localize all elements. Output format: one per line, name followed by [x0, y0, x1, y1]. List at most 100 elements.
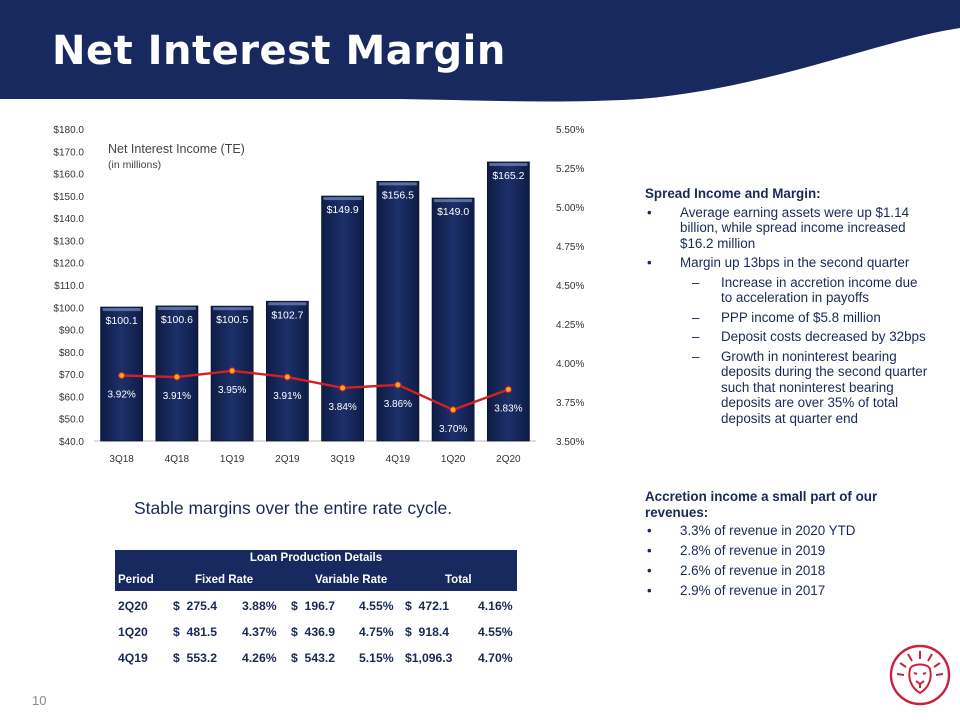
cell-total-amount: $ 918.4	[405, 625, 450, 639]
margin-line	[121, 369, 509, 412]
accretion-heading: Accretion income a small part of our rev…	[645, 489, 878, 520]
accretion-item: 2.9% of revenue in 2017	[645, 583, 935, 599]
stable-margins-note: Stable margins over the entire rate cycl…	[134, 498, 453, 518]
y-tick-label: $150.0	[53, 192, 84, 203]
chart-subtitle: (in millions)	[108, 159, 161, 171]
y2-tick-label: 4.25%	[556, 320, 584, 331]
cell-total-rate: 4.55%	[478, 625, 513, 639]
accretion-item: 2.8% of revenue in 2019	[645, 543, 935, 559]
y2-tick-label: 3.75%	[556, 398, 584, 409]
y2-tick-label: 5.00%	[556, 203, 584, 214]
margin-point	[504, 386, 512, 394]
col-fixed-rate: Fixed Rate	[195, 574, 254, 586]
bar	[265, 300, 309, 442]
cell-variable-rate: 5.15%	[359, 651, 394, 665]
header-band	[0, 0, 960, 102]
page-number: 10	[32, 693, 47, 708]
margin-value-label: 3.91%	[273, 391, 301, 402]
slide-title: Net Interest Margin	[52, 28, 506, 74]
cell-total-amount: $1,096.3	[405, 651, 453, 665]
y2-tick-label: 4.75%	[556, 242, 584, 253]
x-tick-label: 1Q20	[441, 454, 466, 465]
col-variable-rate: Variable Rate	[315, 574, 388, 586]
bar-value-label: $149.9	[327, 204, 359, 216]
y-tick-label: $100.0	[53, 303, 84, 314]
y-tick-label: $60.0	[59, 392, 84, 403]
margin-point	[118, 371, 126, 379]
cell-fixed-amount: $ 275.4	[173, 599, 218, 613]
cell-period: 2Q20	[118, 599, 148, 613]
table-row: 2Q20 $ 275.4 3.88% $ 196.7 4.55% $ 472.1…	[115, 591, 517, 617]
y2-tick-label: 4.50%	[556, 281, 584, 292]
spread-sub-bullet: PPP income of $5.8 million	[645, 310, 935, 326]
y-tick-label: $140.0	[53, 214, 84, 225]
y-tick-label: $80.0	[59, 348, 84, 359]
x-tick-label: 2Q19	[275, 454, 300, 465]
spread-bullet: Margin up 13bps in the second quarter	[645, 255, 935, 271]
cell-fixed-rate: 3.88%	[242, 599, 277, 613]
y-tick-label: $120.0	[53, 259, 84, 270]
x-tick-label: 1Q19	[220, 454, 245, 465]
margin-value-label: 3.91%	[163, 391, 191, 402]
cell-total-rate: 4.16%	[478, 599, 513, 613]
spread-income-panel: Spread Income and Margin: Average earnin…	[645, 186, 935, 430]
y2-tick-label: 5.25%	[556, 164, 584, 175]
y2-tick-label: 3.50%	[556, 437, 584, 448]
bar-value-label: $165.2	[492, 170, 524, 182]
bar-value-label: $100.5	[216, 314, 248, 326]
bar	[376, 180, 420, 442]
cell-variable-amount: $ 436.9	[291, 625, 336, 639]
margin-point	[449, 406, 457, 414]
y2-tick-label: 5.50%	[556, 125, 584, 136]
margin-value-label: 3.92%	[107, 389, 135, 400]
margin-value-label: 3.70%	[439, 424, 467, 435]
margin-value-label: 3.84%	[328, 402, 356, 413]
spread-sub-bullet: Deposit costs decreased by 32bps	[645, 329, 935, 345]
spread-bullet: Average earning assets were up $1.14 bil…	[645, 205, 935, 252]
bar-highlight	[157, 306, 196, 310]
y-tick-label: $70.0	[59, 370, 84, 381]
bar-value-label: $156.5	[382, 189, 414, 201]
cell-fixed-rate: 4.26%	[242, 651, 277, 665]
col-period: Period	[118, 574, 154, 586]
accretion-item: 3.3% of revenue in 2020 YTD	[645, 523, 935, 539]
y-tick-label: $90.0	[59, 326, 84, 337]
margin-value-label: 3.86%	[384, 399, 412, 410]
bar-value-label: $100.1	[106, 315, 138, 327]
cell-period: 1Q20	[118, 625, 148, 639]
loan-table-caption: Loan Production Details	[249, 552, 383, 564]
bar-value-label: $149.0	[437, 206, 469, 218]
bar	[431, 197, 475, 442]
x-tick-label: 4Q18	[165, 454, 190, 465]
cell-fixed-amount: $ 481.5	[173, 625, 218, 639]
margin-point	[339, 384, 347, 392]
y-tick-label: $180.0	[53, 125, 84, 136]
bar	[155, 305, 199, 442]
spread-sub-bullet: Growth in noninterest bearing deposits d…	[645, 349, 935, 427]
cell-variable-amount: $ 196.7	[291, 599, 336, 613]
margin-point	[173, 373, 181, 381]
y-tick-label: $160.0	[53, 170, 84, 181]
loan-production-table: Loan Production Details Period Fixed Rat…	[115, 550, 517, 669]
bar-highlight	[489, 162, 528, 166]
cell-variable-amount: $ 543.2	[291, 651, 336, 665]
margin-value-label: 3.95%	[218, 385, 246, 396]
accretion-item: 2.6% of revenue in 2018	[645, 563, 935, 579]
loan-table-header: Loan Production Details Period Fixed Rat…	[115, 550, 517, 591]
cell-period: 4Q19	[118, 651, 148, 665]
y-tick-label: $50.0	[59, 415, 84, 426]
cell-variable-rate: 4.55%	[359, 599, 394, 613]
spread-sub-bullet: Increase in accretion income due to acce…	[645, 275, 935, 306]
bar-value-label: $100.6	[161, 314, 193, 326]
bar-highlight	[268, 302, 307, 306]
cell-total-amount: $ 472.1	[405, 599, 450, 613]
bar	[486, 161, 530, 442]
table-row: 4Q19 $ 553.2 4.26% $ 543.2 5.15% $1,096.…	[115, 643, 517, 669]
cell-total-rate: 4.70%	[478, 651, 513, 665]
margin-value-label: 3.83%	[494, 404, 522, 415]
bar-highlight	[378, 182, 417, 186]
margin-point	[283, 373, 291, 381]
spread-heading: Spread Income and Margin:	[645, 186, 821, 201]
col-total: Total	[445, 574, 472, 586]
net-interest-income-chart: $180.0 $170.0 $160.0 $150.0 $140.0 $130.0 $120…	[53, 125, 584, 465]
